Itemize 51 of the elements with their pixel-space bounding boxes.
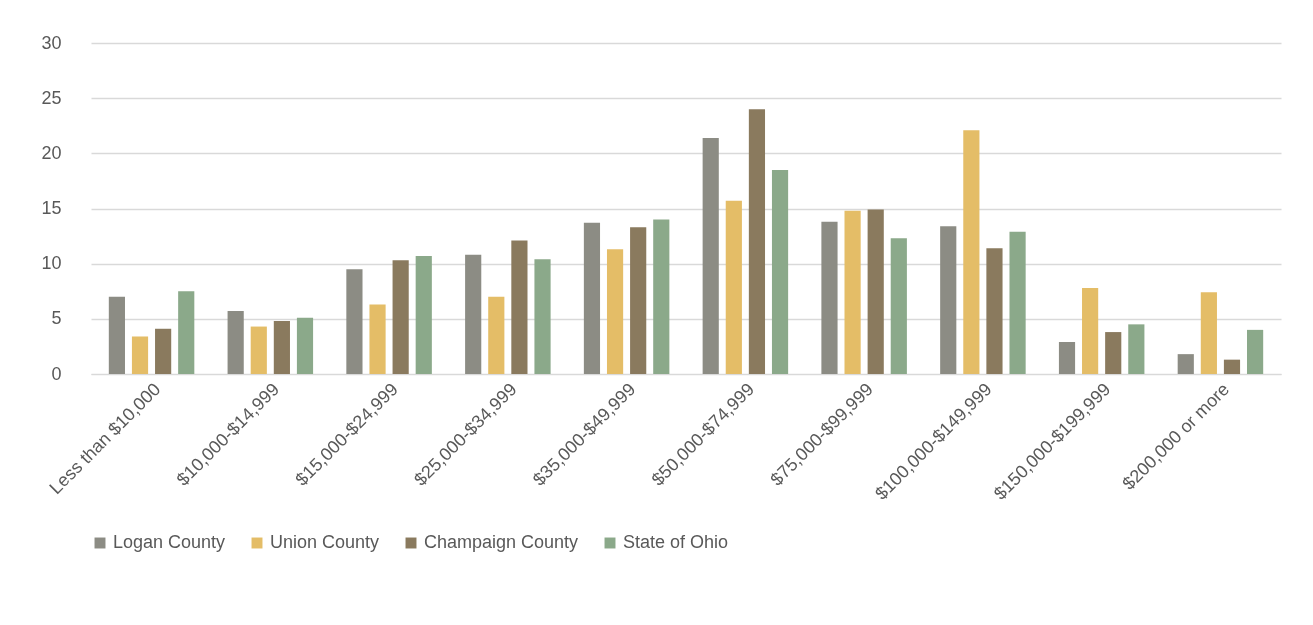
y-tick-label: 5 xyxy=(51,308,62,329)
legend-label: State of Ohio xyxy=(623,532,729,552)
bar xyxy=(1082,287,1099,374)
bar xyxy=(392,260,409,374)
bar xyxy=(488,296,505,374)
bar xyxy=(131,336,149,374)
bar xyxy=(1223,359,1241,374)
bar xyxy=(1128,324,1145,374)
bar xyxy=(702,137,719,374)
bar xyxy=(465,254,482,374)
bar xyxy=(108,296,125,374)
legend-label: Champaign County xyxy=(424,532,579,552)
bar xyxy=(511,240,528,374)
bar xyxy=(821,221,838,374)
bar xyxy=(844,210,861,374)
bar xyxy=(725,200,742,374)
bar xyxy=(771,169,789,374)
bar xyxy=(1200,292,1217,374)
legend-label: Union County xyxy=(270,532,380,552)
bar xyxy=(296,317,314,374)
bar xyxy=(1177,354,1194,374)
bar xyxy=(867,209,884,374)
bar xyxy=(369,304,386,374)
y-tick-label: 20 xyxy=(41,142,62,163)
bar xyxy=(250,326,267,374)
bar xyxy=(273,321,290,374)
bar xyxy=(1105,332,1122,374)
y-tick-label: 15 xyxy=(41,198,62,218)
bar xyxy=(653,219,670,374)
bar xyxy=(630,227,647,374)
y-tick-label: 30 xyxy=(41,32,62,53)
bar xyxy=(346,269,363,374)
y-tick-label: 10 xyxy=(41,253,62,274)
legend-label: Logan County xyxy=(113,532,226,552)
bar xyxy=(1247,329,1264,374)
bar xyxy=(748,109,766,374)
bar xyxy=(583,222,601,374)
bar xyxy=(155,328,172,374)
bar xyxy=(963,130,980,374)
y-tick-label: 25 xyxy=(41,87,62,108)
bar xyxy=(986,248,1003,374)
bar xyxy=(178,291,195,374)
y-tick-label: 0 xyxy=(51,363,62,384)
bar xyxy=(1009,231,1026,374)
bar xyxy=(415,255,432,374)
bar xyxy=(890,238,907,374)
bar xyxy=(940,226,957,374)
bar xyxy=(1058,342,1076,374)
bar xyxy=(534,259,551,374)
bar xyxy=(227,311,244,374)
bar xyxy=(606,249,624,374)
